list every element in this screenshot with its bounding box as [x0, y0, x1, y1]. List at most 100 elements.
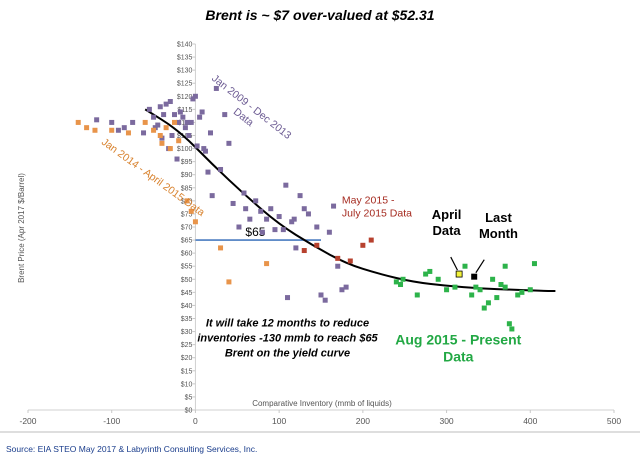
jan2009-series-point: [109, 119, 115, 125]
may2015-series-label-line: May 2015 -: [342, 194, 395, 206]
jan2009-series-point: [339, 287, 345, 293]
jan2009-series-point: [167, 99, 173, 105]
jan2009-series-point: [326, 229, 332, 235]
yield-curve-note-line: It will take 12 months to reduce: [206, 317, 369, 329]
jan2014-series-point: [92, 127, 98, 133]
jan2014-series-point: [184, 198, 190, 204]
jan2009-series-point: [151, 114, 157, 120]
aug2015-series-point: [506, 321, 512, 327]
jan2009-series-point: [192, 93, 198, 99]
jan2009-series-point: [157, 104, 163, 110]
jan2009-series-point: [182, 125, 188, 131]
jan2009-series-point: [218, 166, 224, 172]
may2015-series-point: [335, 255, 341, 261]
aug2015-series-point: [398, 282, 404, 288]
aug2015-series-label-line: Aug 2015 - Present: [395, 332, 521, 348]
jan2009-series-point: [180, 114, 186, 120]
aug2015-series-point: [423, 271, 429, 277]
jan2009-series-point: [301, 206, 307, 212]
x-tick-label: 400: [523, 416, 537, 426]
jan2009-series-point: [272, 227, 278, 233]
y-tick-label: $120: [177, 94, 193, 101]
y-tick-label: $60: [181, 251, 193, 258]
aug2015-series-point: [435, 276, 441, 282]
y-tick-label: $30: [181, 329, 193, 336]
may2015-series-point: [368, 237, 374, 243]
aug2015-series-point: [494, 295, 500, 301]
jan2014-series-point: [176, 138, 182, 144]
jan2009-series-point: [241, 190, 247, 196]
jan2009-series-point: [201, 146, 207, 152]
y-tick-label: $85: [181, 185, 193, 192]
jan2009-series-point: [177, 109, 183, 115]
y-tick-label: $125: [177, 81, 193, 88]
jan2009-series-point: [169, 133, 175, 138]
jan2014-series-point: [226, 279, 232, 285]
jan2009-series-point: [247, 216, 253, 222]
yield-curve-note-line: inventories -130 mmb to reach $65: [197, 332, 378, 344]
jan2009-series-point: [230, 200, 236, 206]
may2015-series-point: [301, 248, 307, 254]
x-tick-label: 100: [272, 416, 286, 426]
y-tick-label: $45: [181, 290, 193, 297]
y-tick-label: $95: [181, 159, 193, 166]
jan2009-series-point: [199, 109, 205, 115]
yield-curve-note: It will take 12 months to reduce inventor…: [197, 317, 378, 359]
source-note: Source: EIA STEO May 2017 & Labyrinth Co…: [6, 444, 257, 454]
jan2009-series-point: [289, 219, 295, 225]
aug2015-series-point: [531, 261, 537, 267]
jan2009-series-point: [305, 211, 311, 217]
jan2009-series-point: [130, 119, 136, 125]
jan2009-series-point: [213, 85, 219, 91]
y-tick-label: $20: [181, 355, 193, 362]
jan2009-series-label: Jan 2009 - Dec 2013Data: [201, 72, 293, 152]
jan2014-series-point: [188, 208, 194, 214]
aug2015-series-point: [502, 284, 508, 290]
jan2009-series-point: [343, 284, 349, 290]
jan2009-series-point: [146, 106, 152, 112]
aug2015-series-point: [469, 292, 475, 298]
jan2009-series-point: [331, 203, 337, 209]
jan2009-series-point: [172, 112, 177, 118]
jan2009-series-point: [186, 133, 192, 138]
jan2009-series-point: [236, 224, 242, 230]
yield-curve-note-line: Brent on the yield curve: [225, 347, 350, 359]
jan2009-series-point: [285, 295, 291, 301]
y-axis-label: Brent Price (Apr 2017 $/Barrel): [17, 173, 26, 283]
aug2015-series-point: [444, 287, 450, 293]
aug2015-series-point: [400, 276, 406, 282]
jan2014-series-point: [142, 119, 148, 125]
jan2009-series-point: [222, 112, 228, 118]
x-tick-label: 300: [439, 416, 453, 426]
jan2009-series-point: [297, 193, 303, 199]
jan2009-series-point: [202, 148, 208, 154]
april-data-label: April Data: [432, 207, 462, 238]
aug2015-series-label-line: Data: [443, 349, 474, 365]
y-tick-label: $10: [181, 381, 193, 388]
y-tick-label: $35: [181, 316, 193, 323]
april-data-label-line: Data: [432, 223, 461, 238]
aug2015-series-point: [477, 287, 483, 293]
y-tick-label: $75: [181, 211, 193, 218]
y-tick-label: $115: [177, 107, 192, 114]
y-tick-label: $0: [185, 408, 193, 415]
reference-line-label: $65: [245, 225, 265, 239]
jan2009-series-point: [291, 216, 297, 222]
aug2015-series-point: [462, 263, 468, 269]
april-data-pointer: [450, 256, 458, 271]
jan2009-series-point: [190, 96, 196, 102]
x-tick-label: 0: [193, 416, 198, 426]
last-month-pointer: [475, 259, 485, 274]
jan2009-series-point: [280, 227, 286, 233]
may2015-series-point: [347, 258, 353, 264]
jan2009-series-point: [276, 214, 282, 220]
jan2009-series-point: [194, 143, 200, 149]
axes: -200 -100 0 100 200 300 400 500 $0 $5 $10 $15 $20 $25…: [19, 42, 621, 427]
may2015-series-label-line: July 2015 Data: [342, 207, 412, 219]
may2015-series-label: May 2015 -July 2015 Data: [342, 194, 412, 219]
jan2009-series-point: [209, 193, 215, 199]
x-tick-label: -100: [103, 416, 120, 426]
jan2009-series-point: [264, 216, 270, 222]
